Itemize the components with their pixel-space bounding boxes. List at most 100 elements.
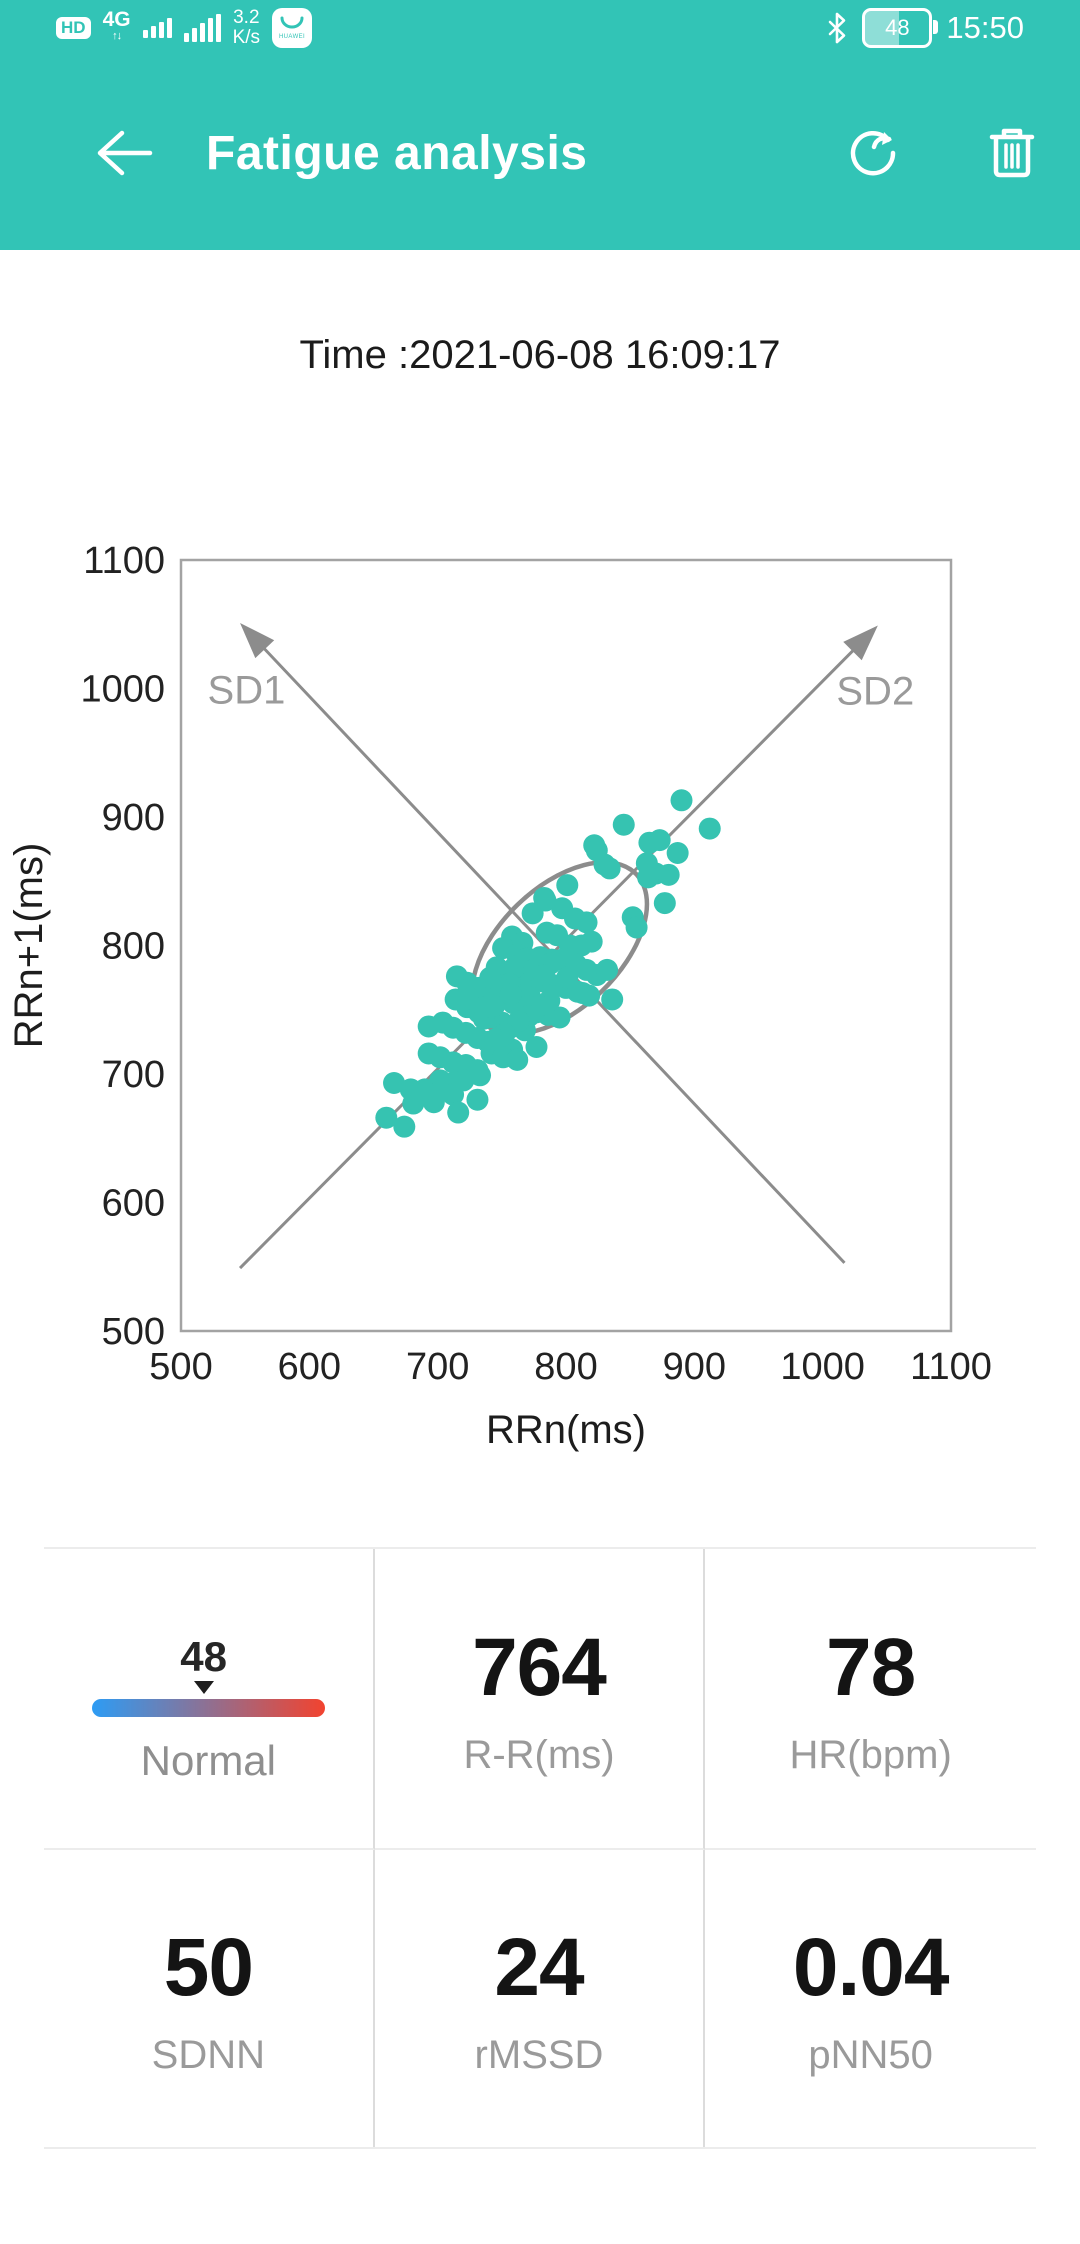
scatter-point [533, 964, 556, 987]
plot-border [179, 558, 953, 1333]
x-tick-label: 500 [149, 1346, 212, 1388]
scatter-point [375, 1106, 398, 1129]
stat-cell-rmssd: 24 rMSSD [375, 1850, 706, 2147]
gauge-gradient-bar [91, 1699, 325, 1717]
y-axis-title: RRn+1(ms) [7, 843, 51, 1049]
status-bar-left: HD 4G ↑↓ 3.2 K/s HUAWEI [56, 8, 313, 48]
scatter-point [447, 1101, 470, 1124]
battery-level: 48 [885, 15, 910, 40]
scatter-point [585, 839, 608, 862]
scatter-point [670, 789, 693, 812]
scatter-point [657, 863, 680, 886]
sd1-label: SD1 [208, 668, 286, 712]
stat-label-rmssd: rMSSD [474, 2032, 604, 2077]
refresh-icon [850, 131, 896, 176]
sd2-label: SD2 [836, 670, 914, 714]
y-tick-label: 900 [102, 797, 165, 839]
battery-nub [933, 20, 939, 34]
trash-icon [989, 128, 1035, 178]
signal-bars-small-icon [142, 18, 172, 38]
stat-cell-normal: 48 Normal [44, 1549, 375, 1850]
scatter-point [484, 1028, 507, 1051]
x-tick-label: 800 [534, 1346, 597, 1388]
scatter-point [612, 813, 635, 836]
scatter-point [507, 1010, 530, 1033]
huawei-appgallery-icon: HUAWEI [272, 8, 313, 48]
scatter-point [596, 958, 619, 981]
stat-value-r-r-ms: 764 [472, 1621, 607, 1713]
back-arrow-icon [97, 130, 153, 176]
bluetooth-icon [829, 12, 846, 44]
scatter-point [472, 996, 495, 1019]
fatigue-gauge: 48 Normal [91, 1633, 325, 1785]
scatter-point [499, 983, 522, 1006]
back-button[interactable] [92, 127, 154, 179]
stat-label-pnn50: pNN50 [808, 2032, 933, 2077]
scatter-point [466, 1088, 489, 1111]
status-bar: HD 4G ↑↓ 3.2 K/s HUAWEI [0, 0, 1080, 56]
scatter-point [556, 966, 579, 989]
network-speed: 3.2 K/s [233, 8, 260, 48]
scatter-point [521, 902, 544, 925]
scatter-point [653, 892, 676, 915]
stat-label-r-r-ms: R-R(ms) [463, 1732, 615, 1777]
scatter-point [580, 930, 603, 953]
scatter-point [666, 841, 689, 864]
poincare-chart-svg: 500 600 700 800 900 1000 1100 500 600 700 800 900 10… [7, 540, 992, 1452]
scatter-point [469, 1064, 492, 1087]
page-title: Fatigue analysis [206, 126, 588, 180]
x-axis-title: RRn(ms) [486, 1408, 646, 1452]
stat-cell-pnn50: 0.04 pNN50 [705, 1850, 1036, 2147]
status-time: 15:50 [946, 10, 1024, 45]
y-tick-label: 700 [102, 1054, 165, 1096]
network-type-label: 4G [102, 8, 131, 31]
stat-label-hr-bpm: HR(bpm) [789, 1732, 952, 1777]
x-tick-label: 900 [663, 1346, 726, 1388]
x-tick-label: 600 [278, 1346, 341, 1388]
refresh-button[interactable] [846, 125, 902, 181]
poincare-chart: 500 600 700 800 900 1000 1100 500 600 700 800 900 10… [0, 480, 1080, 1475]
sd1-arrowhead [240, 622, 275, 659]
scatter-point [393, 1115, 416, 1138]
fatigue-score-value: 48 [180, 1633, 228, 1680]
x-tick-label: 700 [406, 1346, 469, 1388]
x-tick-label: 1000 [780, 1346, 865, 1388]
stat-value-pnn50: 0.04 [792, 1921, 950, 2013]
network-speed-unit: K/s [232, 27, 261, 48]
stat-value-rmssd: 24 [494, 1921, 584, 2013]
stat-cell-r-r-ms: 764 R-R(ms) [374, 1549, 706, 1850]
scatter-point [383, 1071, 406, 1094]
delete-button[interactable] [986, 125, 1038, 181]
y-tick-label: 500 [102, 1311, 165, 1353]
status-bar-right: 48 15:50 [826, 8, 1024, 48]
battery-icon: 48 [862, 8, 939, 48]
scatter-point [525, 1036, 548, 1059]
scatter-point [479, 966, 502, 989]
scatter-point [575, 911, 598, 934]
sd2-arrowhead [843, 625, 878, 661]
scatter-point [578, 984, 601, 1007]
stat-value-hr-bpm: 78 [826, 1621, 916, 1713]
network-type: 4G ↑↓ [102, 8, 131, 44]
y-tick-label: 600 [102, 1182, 165, 1224]
scatter-point [625, 916, 648, 939]
data-arrows-icon: ↑↓ [112, 30, 122, 42]
x-tick-label: 1100 [910, 1346, 992, 1388]
gauge-marker-icon [193, 1681, 214, 1694]
fatigue-status-label: Normal [140, 1737, 276, 1784]
app-header: Fatigue analysis [0, 56, 1080, 250]
stat-value-sdnn: 50 [163, 1921, 254, 2013]
stat-cell-sdnn: 50 SDNN [44, 1850, 375, 2147]
scatter-point [452, 1069, 475, 1092]
y-tick-label: 1100 [83, 540, 165, 582]
scatter-point [601, 988, 624, 1011]
scatter-point [698, 817, 721, 840]
signal-bars-icon [183, 14, 221, 42]
battery-fill [865, 11, 899, 45]
scatter-point [598, 857, 621, 880]
scatter-point [648, 829, 671, 852]
stat-label-sdnn: SDNN [151, 2032, 265, 2077]
scatter-point [637, 866, 660, 889]
huawei-label: HUAWEI [278, 34, 306, 40]
